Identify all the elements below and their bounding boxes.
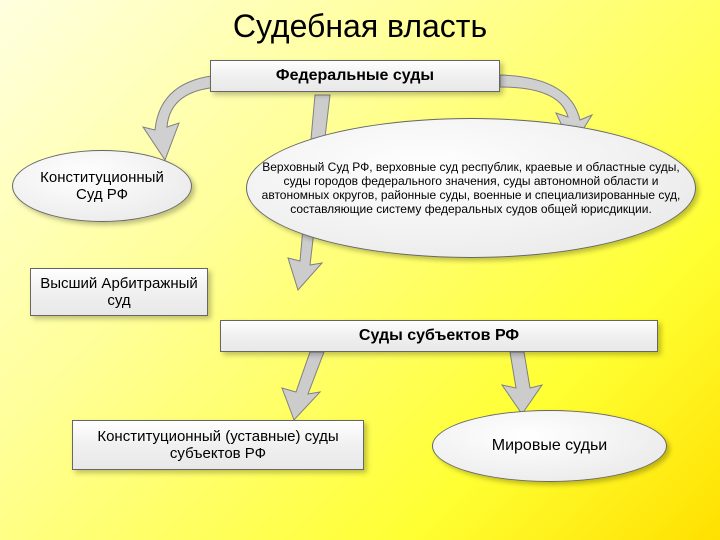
constitutional-subjects-box: Конституционный (уставные) суды субъекто… (72, 420, 364, 470)
federal-courts-box: Федеральные суды (210, 60, 500, 92)
constitutional-subjects-label: Конституционный (уставные) суды субъекто… (81, 428, 355, 462)
block-arrow-right-down (498, 352, 548, 414)
supreme-arbitration-label: Высший Арбитражный суд (39, 275, 199, 309)
page-title: Судебная власть (0, 0, 720, 45)
supreme-court-label: Верховный Суд РФ, верховные суд республи… (259, 160, 683, 216)
supreme-arbitration-box: Высший Арбитражный суд (30, 268, 208, 316)
subjects-courts-label: Суды субъектов РФ (359, 327, 519, 345)
justices-peace-label: Мировые судьи (492, 437, 607, 455)
justices-peace-ellipse: Мировые судьи (432, 410, 667, 482)
subjects-courts-box: Суды субъектов РФ (220, 320, 658, 352)
supreme-court-ellipse: Верховный Суд РФ, верховные суд республи… (246, 118, 696, 258)
federal-courts-label: Федеральные суды (276, 67, 434, 85)
block-arrow-left-down (278, 352, 333, 422)
constitutional-court-label: Конституционный Суд РФ (25, 169, 179, 203)
constitutional-court-ellipse: Конституционный Суд РФ (12, 150, 192, 222)
